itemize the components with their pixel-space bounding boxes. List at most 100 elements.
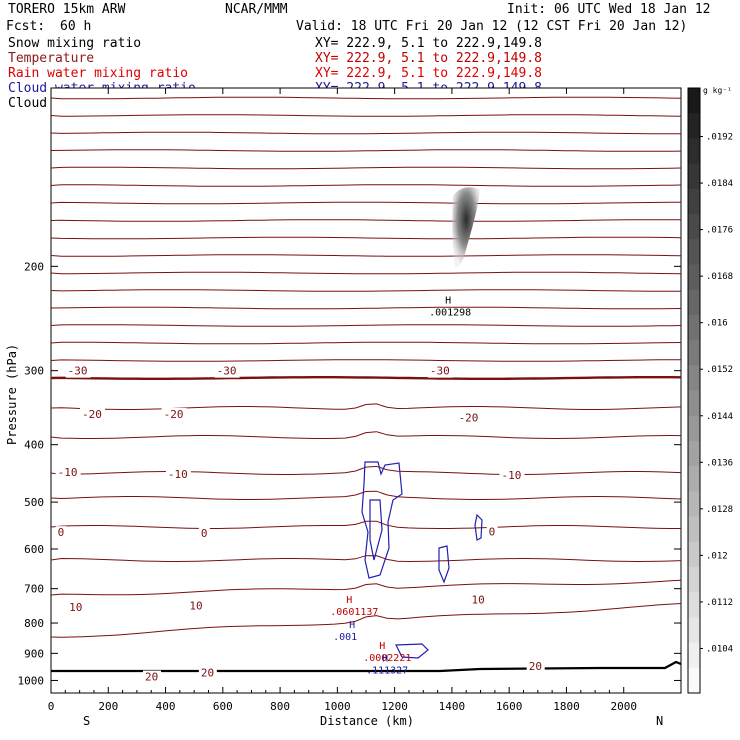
- colorbar-bin: [688, 340, 700, 366]
- x-tick-label: 1200: [381, 700, 408, 713]
- field-xy: XY= 222.9, 5.1 to 222.9,149.8: [315, 51, 542, 66]
- temperature-isoline: [50, 149, 682, 152]
- colorbar-bin: [688, 415, 700, 442]
- colorbar-bin: [688, 592, 700, 618]
- colorbar-bin: [688, 314, 700, 341]
- temperature-label: 10: [69, 601, 82, 614]
- extremum-letter: H: [349, 620, 355, 631]
- x-tick-label: 1800: [553, 700, 580, 713]
- extremum-value: .0002221: [363, 653, 411, 664]
- fcst-label: Fcst:: [6, 19, 45, 34]
- colorbar-bin: [688, 642, 700, 669]
- colorbar-bin: [688, 163, 700, 190]
- temperature-isoline: [50, 254, 682, 257]
- cloud-water-contour: [438, 545, 450, 584]
- fcst-value: 60 h: [60, 19, 91, 34]
- terrain-profile: [51, 660, 682, 673]
- temperature-label-bg: [165, 467, 191, 481]
- temperature-label: -10: [58, 466, 78, 479]
- end-label-left: S: [83, 714, 90, 728]
- temperature-isoline: [50, 184, 682, 187]
- model-title: TORERO 15km ARW: [8, 2, 126, 17]
- extremum-letter: H: [346, 595, 352, 606]
- y-tick-label: 800: [24, 617, 44, 630]
- colorbar-bin: [688, 541, 700, 568]
- temperature-label: -20: [164, 408, 184, 421]
- colorbar-bin: [688, 516, 700, 543]
- end-label-right: N: [656, 714, 663, 728]
- temperature-label: -30: [430, 365, 450, 378]
- temperature-isoline: [50, 201, 682, 205]
- temperature-label: -20: [459, 412, 479, 425]
- colorbar-tick-label: .016: [706, 319, 728, 329]
- org-label: NCAR/MMM: [225, 2, 288, 17]
- init-time: Init: 06 UTC Wed 18 Jan 12: [507, 2, 711, 17]
- extremum-value: .001298: [429, 307, 471, 318]
- extremum-value: .001: [333, 632, 357, 643]
- colorbar-bin: [688, 138, 700, 165]
- colorbar-tick-label: .0192: [706, 133, 733, 143]
- temperature-isoline: [50, 166, 682, 170]
- extremum-letter: H: [379, 641, 385, 652]
- temperature-label: -10: [168, 468, 188, 481]
- colorbar-bin: [688, 667, 700, 694]
- y-tick-label: 700: [24, 583, 44, 596]
- temperature-label-bg: [67, 601, 86, 615]
- field-xy: XY= 222.9, 5.1 to 222.9,149.8: [315, 36, 542, 51]
- temperature-label: -30: [217, 365, 237, 378]
- colorbar-frame: [687, 87, 701, 694]
- temperature-label: -30: [68, 365, 88, 378]
- colorbar-unit: g kg⁻¹: [703, 86, 732, 95]
- temperature-label-bg: [427, 364, 453, 378]
- colorbar-bin: [688, 239, 700, 265]
- plot-area: [50, 87, 682, 694]
- colorbar-tick-label: .0136: [706, 458, 733, 468]
- temperature-label-bg: [526, 660, 545, 674]
- extremum-value: .0601137: [330, 607, 378, 618]
- colorbar-tick-label: .0176: [706, 226, 733, 236]
- colorbar-tick-label: .012: [706, 551, 728, 561]
- x-tick-label: 1600: [496, 700, 523, 713]
- temperature-isoline: [50, 359, 682, 362]
- field-name: Rain water mixing ratio: [8, 66, 188, 81]
- colorbar-bin: [688, 365, 700, 391]
- valid-time: Valid: 18 UTC Fri 20 Jan 12 (12 CST Fri …: [296, 19, 687, 34]
- temperature-label: 20: [201, 667, 214, 680]
- temperature-isoline: [50, 465, 682, 476]
- y-tick-label: 900: [24, 647, 44, 660]
- temperature-label-bg: [469, 593, 488, 607]
- x-tick-label: 2000: [610, 700, 637, 713]
- terrain-line: [51, 660, 682, 673]
- temperature-isoline: [50, 131, 681, 135]
- temperature-label-bg: [198, 666, 217, 680]
- colorbar-bin: [688, 466, 700, 492]
- temperature-label-bg: [198, 527, 210, 541]
- temperature-isoline: [50, 579, 682, 596]
- temperature-label-bg: [55, 526, 67, 540]
- x-tick-label: 400: [156, 700, 176, 713]
- temperature-isoline: [50, 490, 682, 500]
- temperature-label-bg: [214, 364, 240, 378]
- x-tick-label: 1400: [439, 700, 466, 713]
- colorbar-tick-label: .0184: [706, 179, 733, 189]
- temperature-isoline: [50, 289, 681, 292]
- temperature-isoline: [50, 219, 682, 222]
- temperature-label: 0: [489, 525, 496, 538]
- colorbar-tick-label: .0104: [706, 644, 733, 654]
- temperature-label: -20: [82, 408, 102, 421]
- colorbar-bin: [688, 390, 700, 417]
- temperature-label-bg: [55, 466, 81, 480]
- colorbar: .0192 .0184 .0176 .0168 .016 .0152 .0144 .0136.…: [687, 87, 733, 694]
- cloud-water-contours: [361, 461, 483, 659]
- colorbar-bin: [688, 440, 700, 467]
- temperature-label: 10: [189, 600, 202, 613]
- colorbar-bin: [688, 289, 700, 316]
- colorbar-tick-label: .0112: [706, 598, 733, 608]
- colorbar-tick-label: .0144: [706, 412, 733, 422]
- temperature-isoline: [50, 324, 682, 327]
- temperature-label: 10: [471, 593, 484, 606]
- colorbar-bin: [688, 264, 700, 291]
- temperature-isoline: [50, 520, 681, 529]
